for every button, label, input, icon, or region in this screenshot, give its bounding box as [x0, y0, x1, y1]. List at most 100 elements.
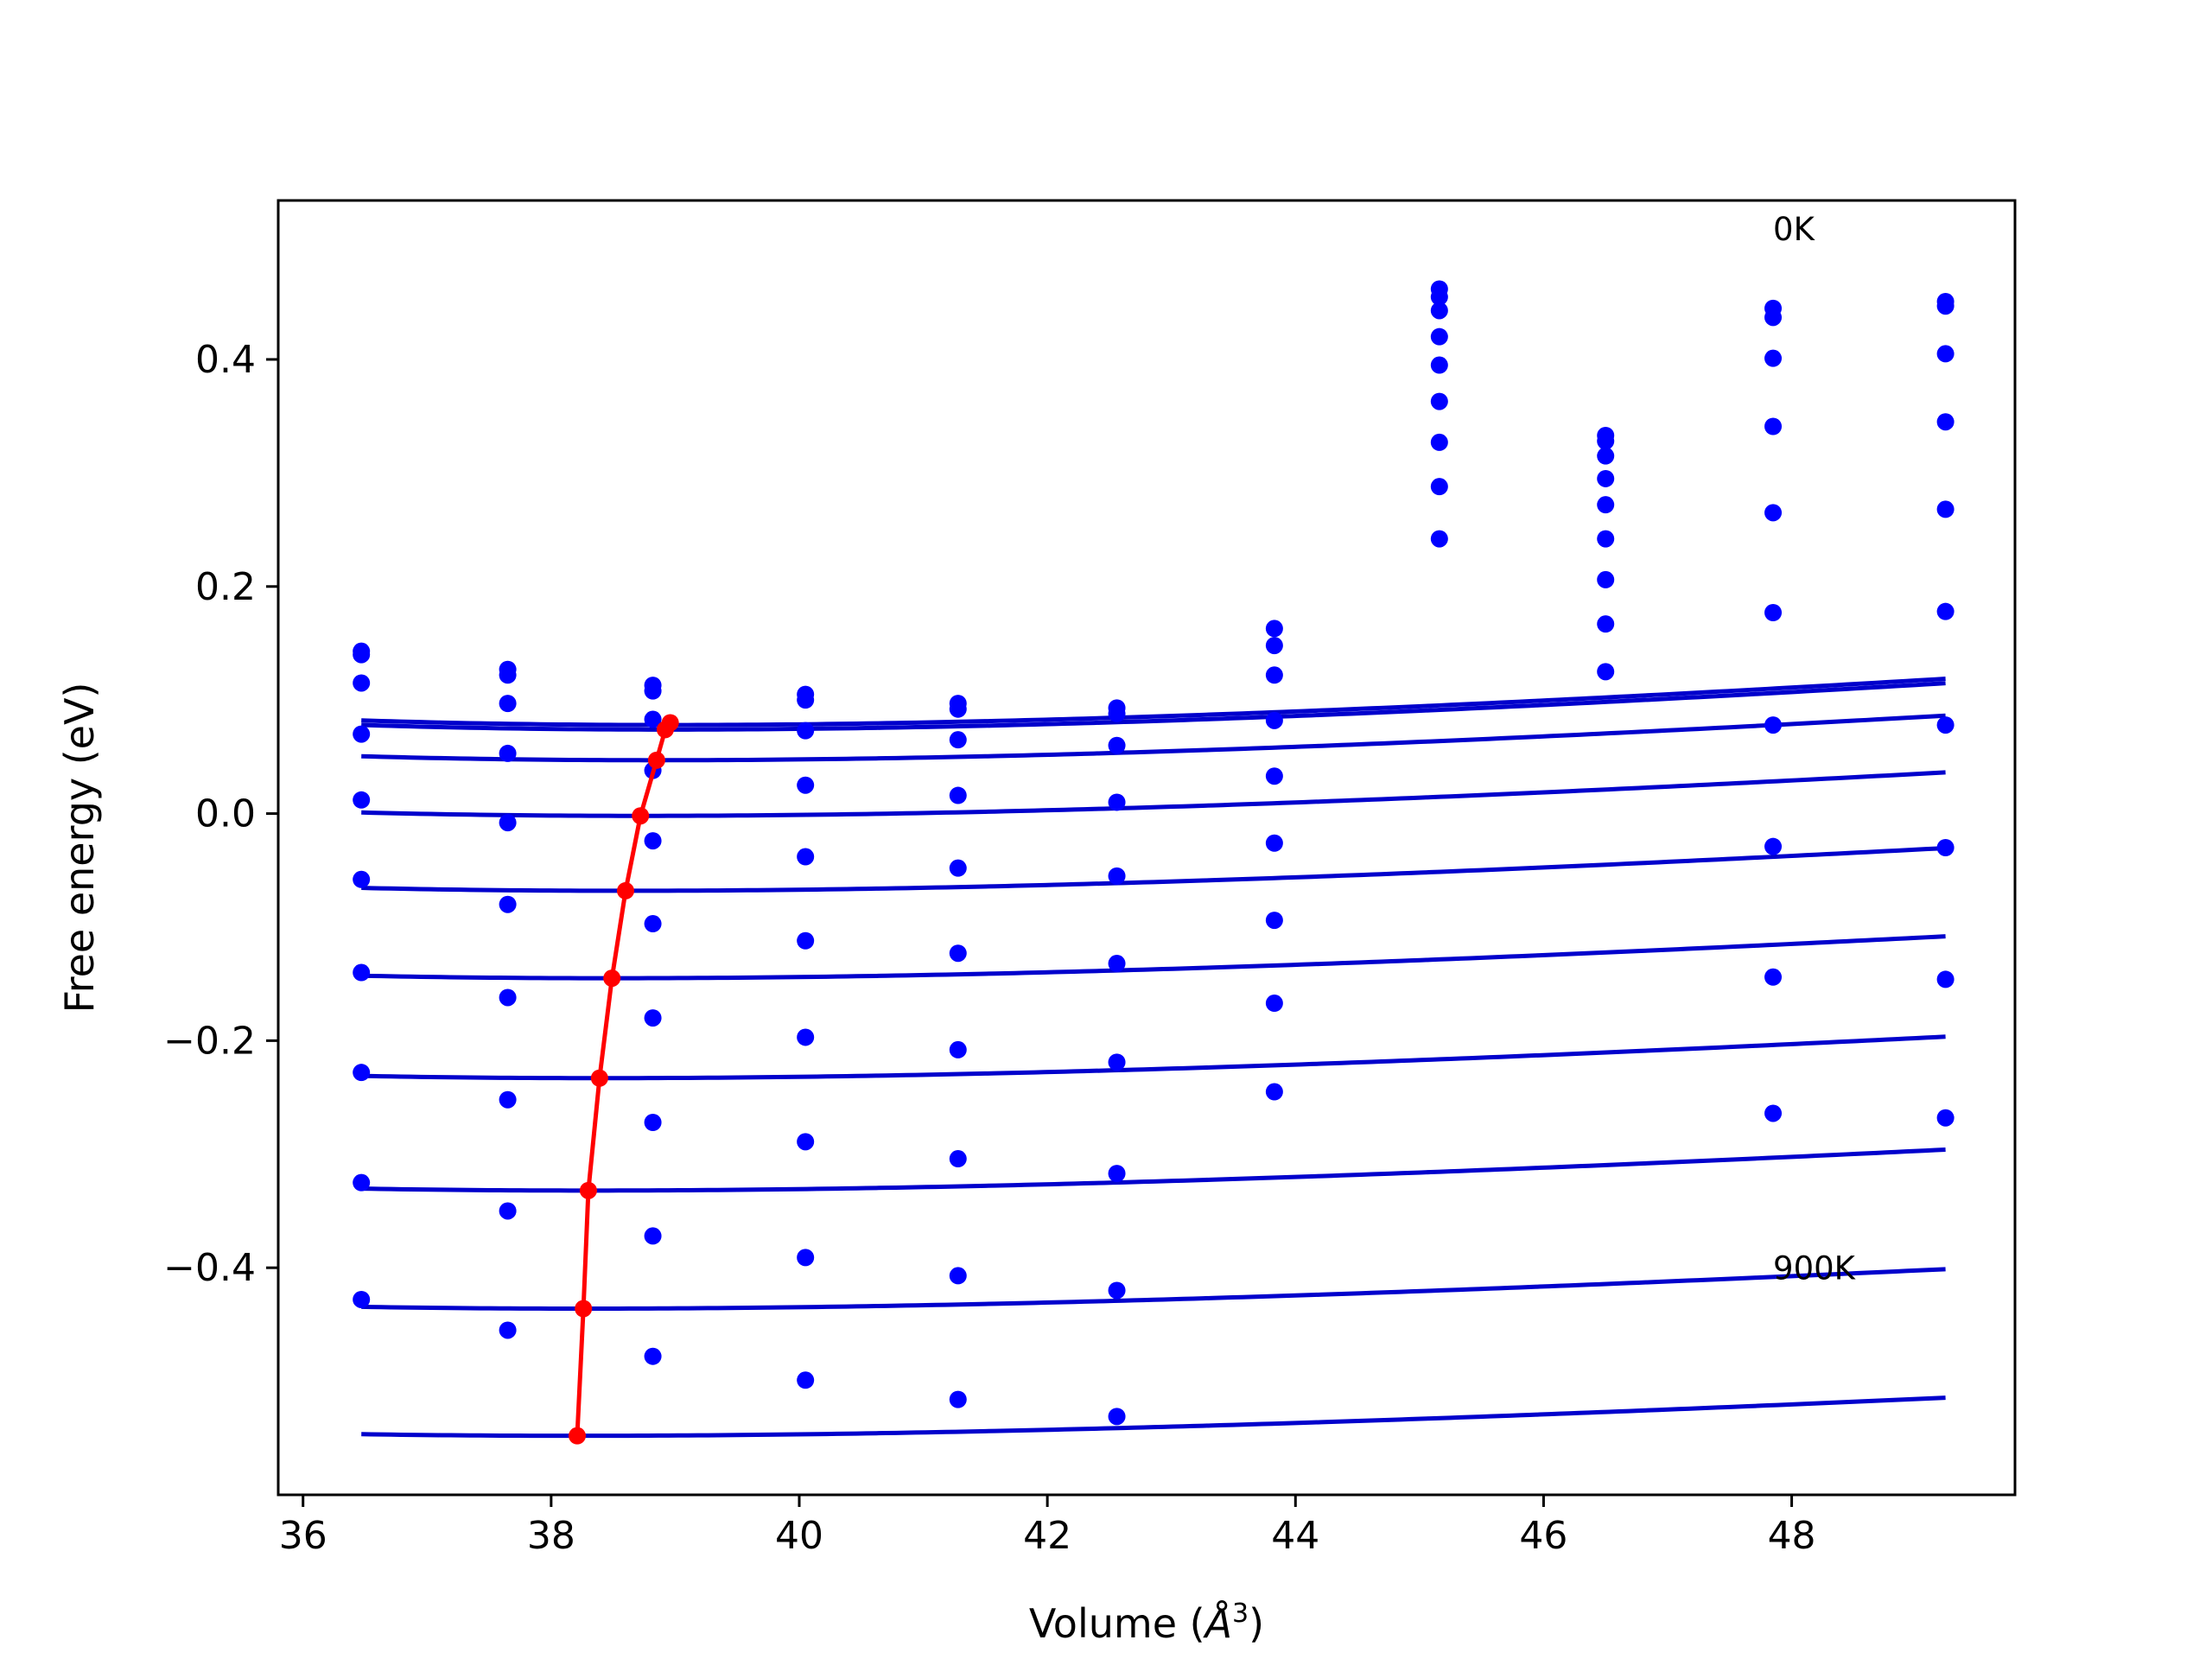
data-point — [1265, 995, 1283, 1013]
fit-curves — [361, 677, 1946, 1439]
data-point — [797, 1371, 815, 1389]
data-point — [1265, 637, 1283, 655]
x-axis-label: Volume (Å3) — [1029, 1599, 1264, 1647]
data-point — [644, 710, 662, 728]
y-tick-label: 0.4 — [195, 338, 256, 382]
data-point — [1108, 867, 1126, 885]
annotations: 0K 900K — [1773, 211, 1857, 1287]
minima-point — [632, 807, 650, 825]
x-tick-label: 48 — [1768, 1514, 1816, 1558]
x-tick-label: 46 — [1519, 1514, 1567, 1558]
data-point — [797, 1028, 815, 1046]
minima-point — [661, 714, 679, 732]
data-point — [499, 1090, 517, 1109]
y-tick-label: −0.2 — [163, 1019, 256, 1063]
minima-point — [617, 881, 634, 899]
x-tick-label: 42 — [1023, 1514, 1071, 1558]
data-point — [1936, 602, 1955, 620]
minima-point — [575, 1300, 593, 1318]
x-tick-label: 36 — [279, 1514, 327, 1558]
data-point — [1597, 615, 1615, 633]
data-point — [949, 700, 967, 718]
data-point — [1265, 767, 1283, 785]
data-point — [353, 1064, 371, 1082]
data-point — [1764, 837, 1783, 855]
plot-area — [353, 280, 1955, 1445]
data-point — [1936, 413, 1955, 431]
data-point — [1430, 392, 1448, 410]
data-point — [1597, 663, 1615, 681]
data-point — [797, 776, 815, 794]
data-point — [949, 1267, 967, 1285]
data-point — [1265, 834, 1283, 852]
data-point — [1108, 1281, 1126, 1300]
fit-curve-2 — [361, 713, 1946, 763]
data-point — [499, 1321, 517, 1339]
data-point — [1936, 297, 1955, 315]
data-point — [797, 1249, 815, 1267]
data-point — [1265, 711, 1283, 729]
annotation-label: 0K — [1773, 211, 1816, 248]
data-point — [644, 832, 662, 850]
data-point — [1108, 1053, 1126, 1071]
data-point — [1597, 570, 1615, 588]
data-point — [1597, 447, 1615, 465]
y-axis-label: Free energy (eV) — [56, 683, 103, 1014]
data-point — [1430, 288, 1448, 306]
data-point — [499, 1202, 517, 1220]
data-point — [1265, 666, 1283, 684]
data-point — [1936, 970, 1955, 988]
data-point — [1430, 327, 1448, 346]
data-point — [353, 645, 371, 664]
data-point — [1764, 308, 1783, 327]
data-point — [499, 814, 517, 832]
fit-curve-9 — [361, 1395, 1946, 1439]
data-point — [499, 695, 517, 713]
data-point — [1597, 432, 1615, 450]
data-point — [499, 988, 517, 1007]
data-point — [353, 791, 371, 809]
data-point — [1936, 716, 1955, 734]
minima-point — [569, 1427, 587, 1445]
data-point — [1936, 345, 1955, 363]
data-point — [1108, 793, 1126, 811]
y-tick-label: −0.4 — [163, 1246, 256, 1290]
data-point — [949, 1040, 967, 1058]
data-point — [1265, 912, 1283, 930]
data-point — [644, 915, 662, 933]
data-point — [1430, 478, 1448, 496]
fit-curve-7 — [361, 1147, 1946, 1193]
data-point — [644, 1347, 662, 1365]
data-point — [1764, 603, 1783, 621]
data-point — [1108, 1165, 1126, 1183]
data-point — [1936, 1109, 1955, 1127]
data-point — [1597, 496, 1615, 514]
data-point — [1764, 968, 1783, 986]
data-point — [644, 682, 662, 700]
data-point — [949, 786, 967, 804]
data-point — [1597, 469, 1615, 487]
y-axis: −0.4 −0.2 0.0 0.2 0.4 — [163, 338, 278, 1290]
data-point — [1764, 349, 1783, 367]
data-point — [644, 1227, 662, 1245]
minima-point — [579, 1181, 597, 1199]
data-point — [1108, 704, 1126, 722]
data-point — [353, 1173, 371, 1192]
data-point — [797, 931, 815, 950]
data-point — [949, 1150, 967, 1168]
data-point — [1764, 417, 1783, 435]
data-point — [797, 1133, 815, 1151]
minima-point — [590, 1069, 608, 1087]
fit-curve-1 — [361, 681, 1946, 732]
y-tick-label: 0.0 — [195, 792, 256, 836]
data-point — [949, 944, 967, 963]
fit-curve-3 — [361, 770, 1946, 818]
data-point — [1430, 356, 1448, 374]
fit-curve-6 — [361, 1034, 1946, 1081]
plot-frame — [276, 199, 2017, 1497]
data-points — [353, 280, 1955, 1426]
data-point — [1764, 1104, 1783, 1122]
data-point — [1430, 530, 1448, 548]
